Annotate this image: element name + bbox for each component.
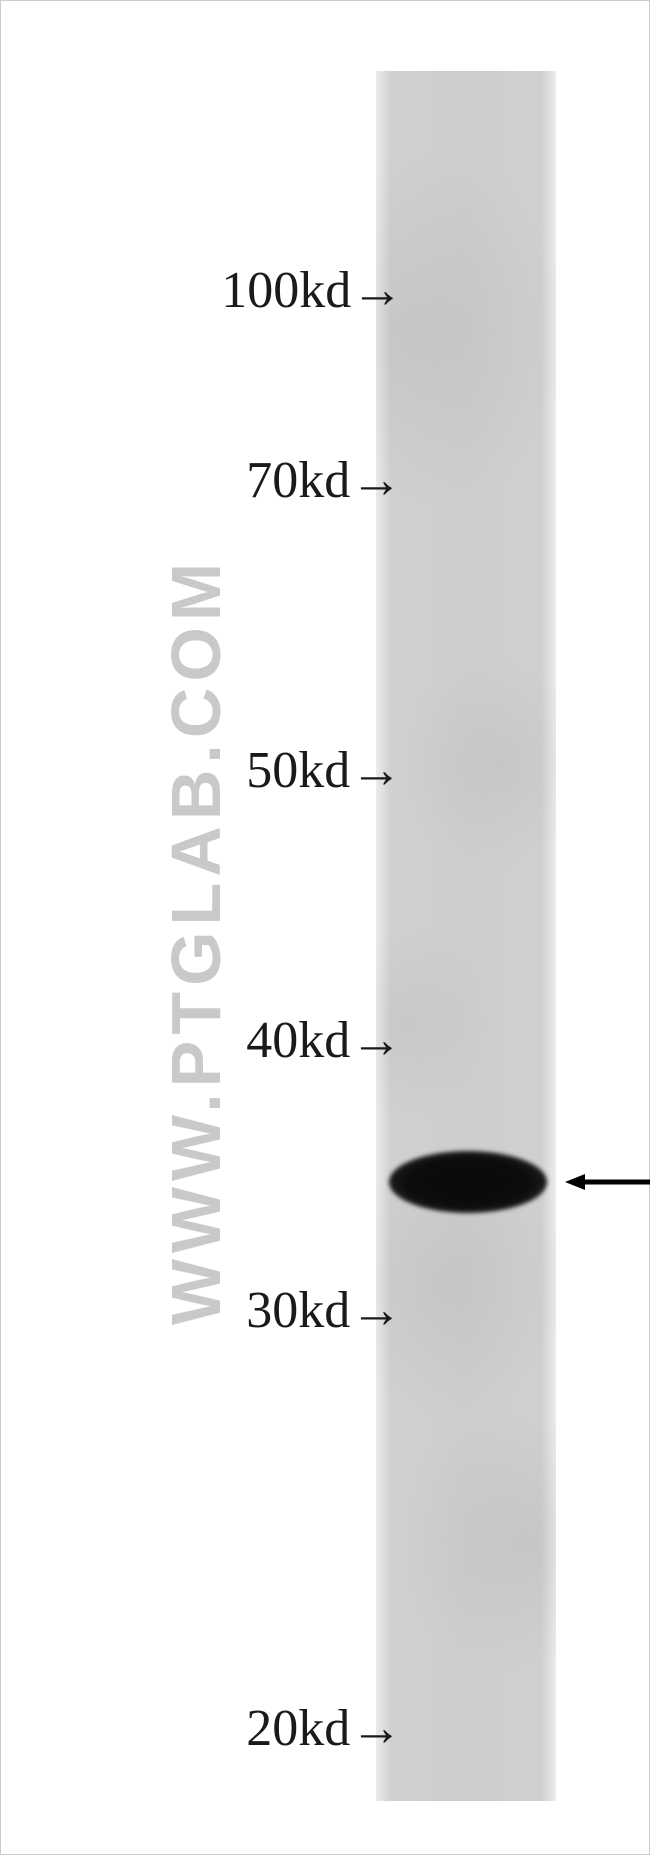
marker-100kd: 100kd→ [221,261,403,320]
marker-40kd: 40kd→ [246,1011,402,1070]
gel-lane [376,71,556,1801]
watermark-text: WWW.PTGLAB.COM [156,557,236,1325]
marker-arrow: → [350,1282,402,1339]
marker-20kd: 20kd→ [246,1699,402,1758]
lane-noise-overlay [376,71,556,1801]
marker-50kd: 50kd→ [246,741,402,800]
marker-text: 100kd [221,262,351,319]
marker-arrow: → [350,1700,402,1757]
protein-band [389,1151,547,1213]
marker-arrow: → [350,742,402,799]
marker-arrow: → [351,262,403,319]
marker-text: 30kd [246,1282,350,1339]
marker-30kd: 30kd→ [246,1281,402,1340]
marker-text: 40kd [246,1012,350,1069]
blot-container: WWW.PTGLAB.COM 100kd→ 70kd→ 50kd→ 40kd→ … [0,0,650,1855]
marker-text: 20kd [246,1700,350,1757]
marker-70kd: 70kd→ [246,451,402,510]
marker-text: 70kd [246,452,350,509]
marker-text: 50kd [246,742,350,799]
marker-arrow: → [350,452,402,509]
marker-arrow: → [350,1012,402,1069]
band-arrow-icon [563,1170,650,1194]
